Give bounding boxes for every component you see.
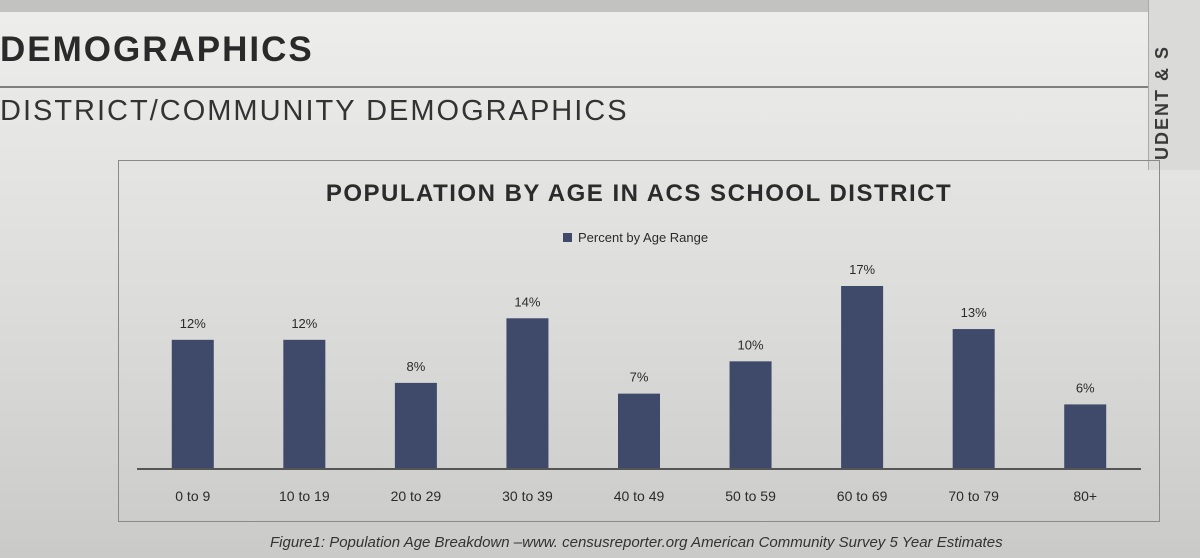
category-label-2: 10 to 19 — [279, 488, 330, 504]
category-label-4: 30 to 39 — [502, 488, 553, 504]
category-label-1: 0 to 9 — [175, 488, 210, 504]
chart-frame: POPULATION BY AGE IN ACS SCHOOL DISTRICT… — [118, 160, 1160, 522]
value-label-7: 17% — [849, 262, 875, 277]
value-label-4: 14% — [514, 294, 540, 309]
legend-swatch — [563, 233, 572, 242]
value-label-5: 7% — [630, 370, 649, 385]
category-label-8: 70 to 79 — [948, 488, 999, 504]
value-label-8: 13% — [961, 305, 987, 320]
bar-8 — [952, 329, 995, 469]
bar-5 — [618, 393, 660, 469]
bars-group: 12% 0 to 9 12% 10 to 19 8% 20 to 29 14% 30 to 3… — [171, 262, 1107, 504]
top-edge — [0, 0, 1200, 12]
value-label-2: 12% — [291, 316, 317, 331]
bar-9 — [1064, 404, 1107, 469]
age-bar-chart: POPULATION BY AGE IN ACS SCHOOL DISTRICT… — [137, 180, 1141, 504]
category-label-7: 60 to 69 — [837, 488, 888, 504]
category-label-5: 40 to 49 — [614, 488, 665, 504]
value-label-9: 6% — [1076, 380, 1095, 395]
category-label-3: 20 to 29 — [391, 488, 442, 504]
bar-2 — [283, 339, 326, 469]
bar-6 — [729, 361, 772, 469]
section-title: DEMOGRAPHICS — [0, 30, 314, 69]
legend-label: Percent by Age Range — [578, 230, 708, 245]
value-label-1: 12% — [180, 316, 206, 331]
subsection-title: DISTRICT/COMMUNITY DEMOGRAPHICS — [0, 95, 629, 127]
category-label-6: 50 to 59 — [725, 488, 776, 504]
chart-title: POPULATION BY AGE IN ACS SCHOOL DISTRICT — [326, 180, 952, 207]
bar-1 — [171, 339, 214, 469]
value-label-3: 8% — [406, 359, 425, 374]
value-label-6: 10% — [738, 337, 764, 352]
bar-3 — [394, 382, 437, 469]
bar-7 — [841, 286, 884, 469]
side-tab — [1148, 0, 1200, 170]
category-label-9: 80+ — [1073, 488, 1097, 504]
side-tab-label: UDENT & S — [1152, 44, 1172, 160]
section-divider — [0, 86, 1148, 88]
figure-caption: Figure1: Population Age Breakdown –www. … — [270, 534, 1003, 551]
bar-4 — [506, 318, 549, 469]
